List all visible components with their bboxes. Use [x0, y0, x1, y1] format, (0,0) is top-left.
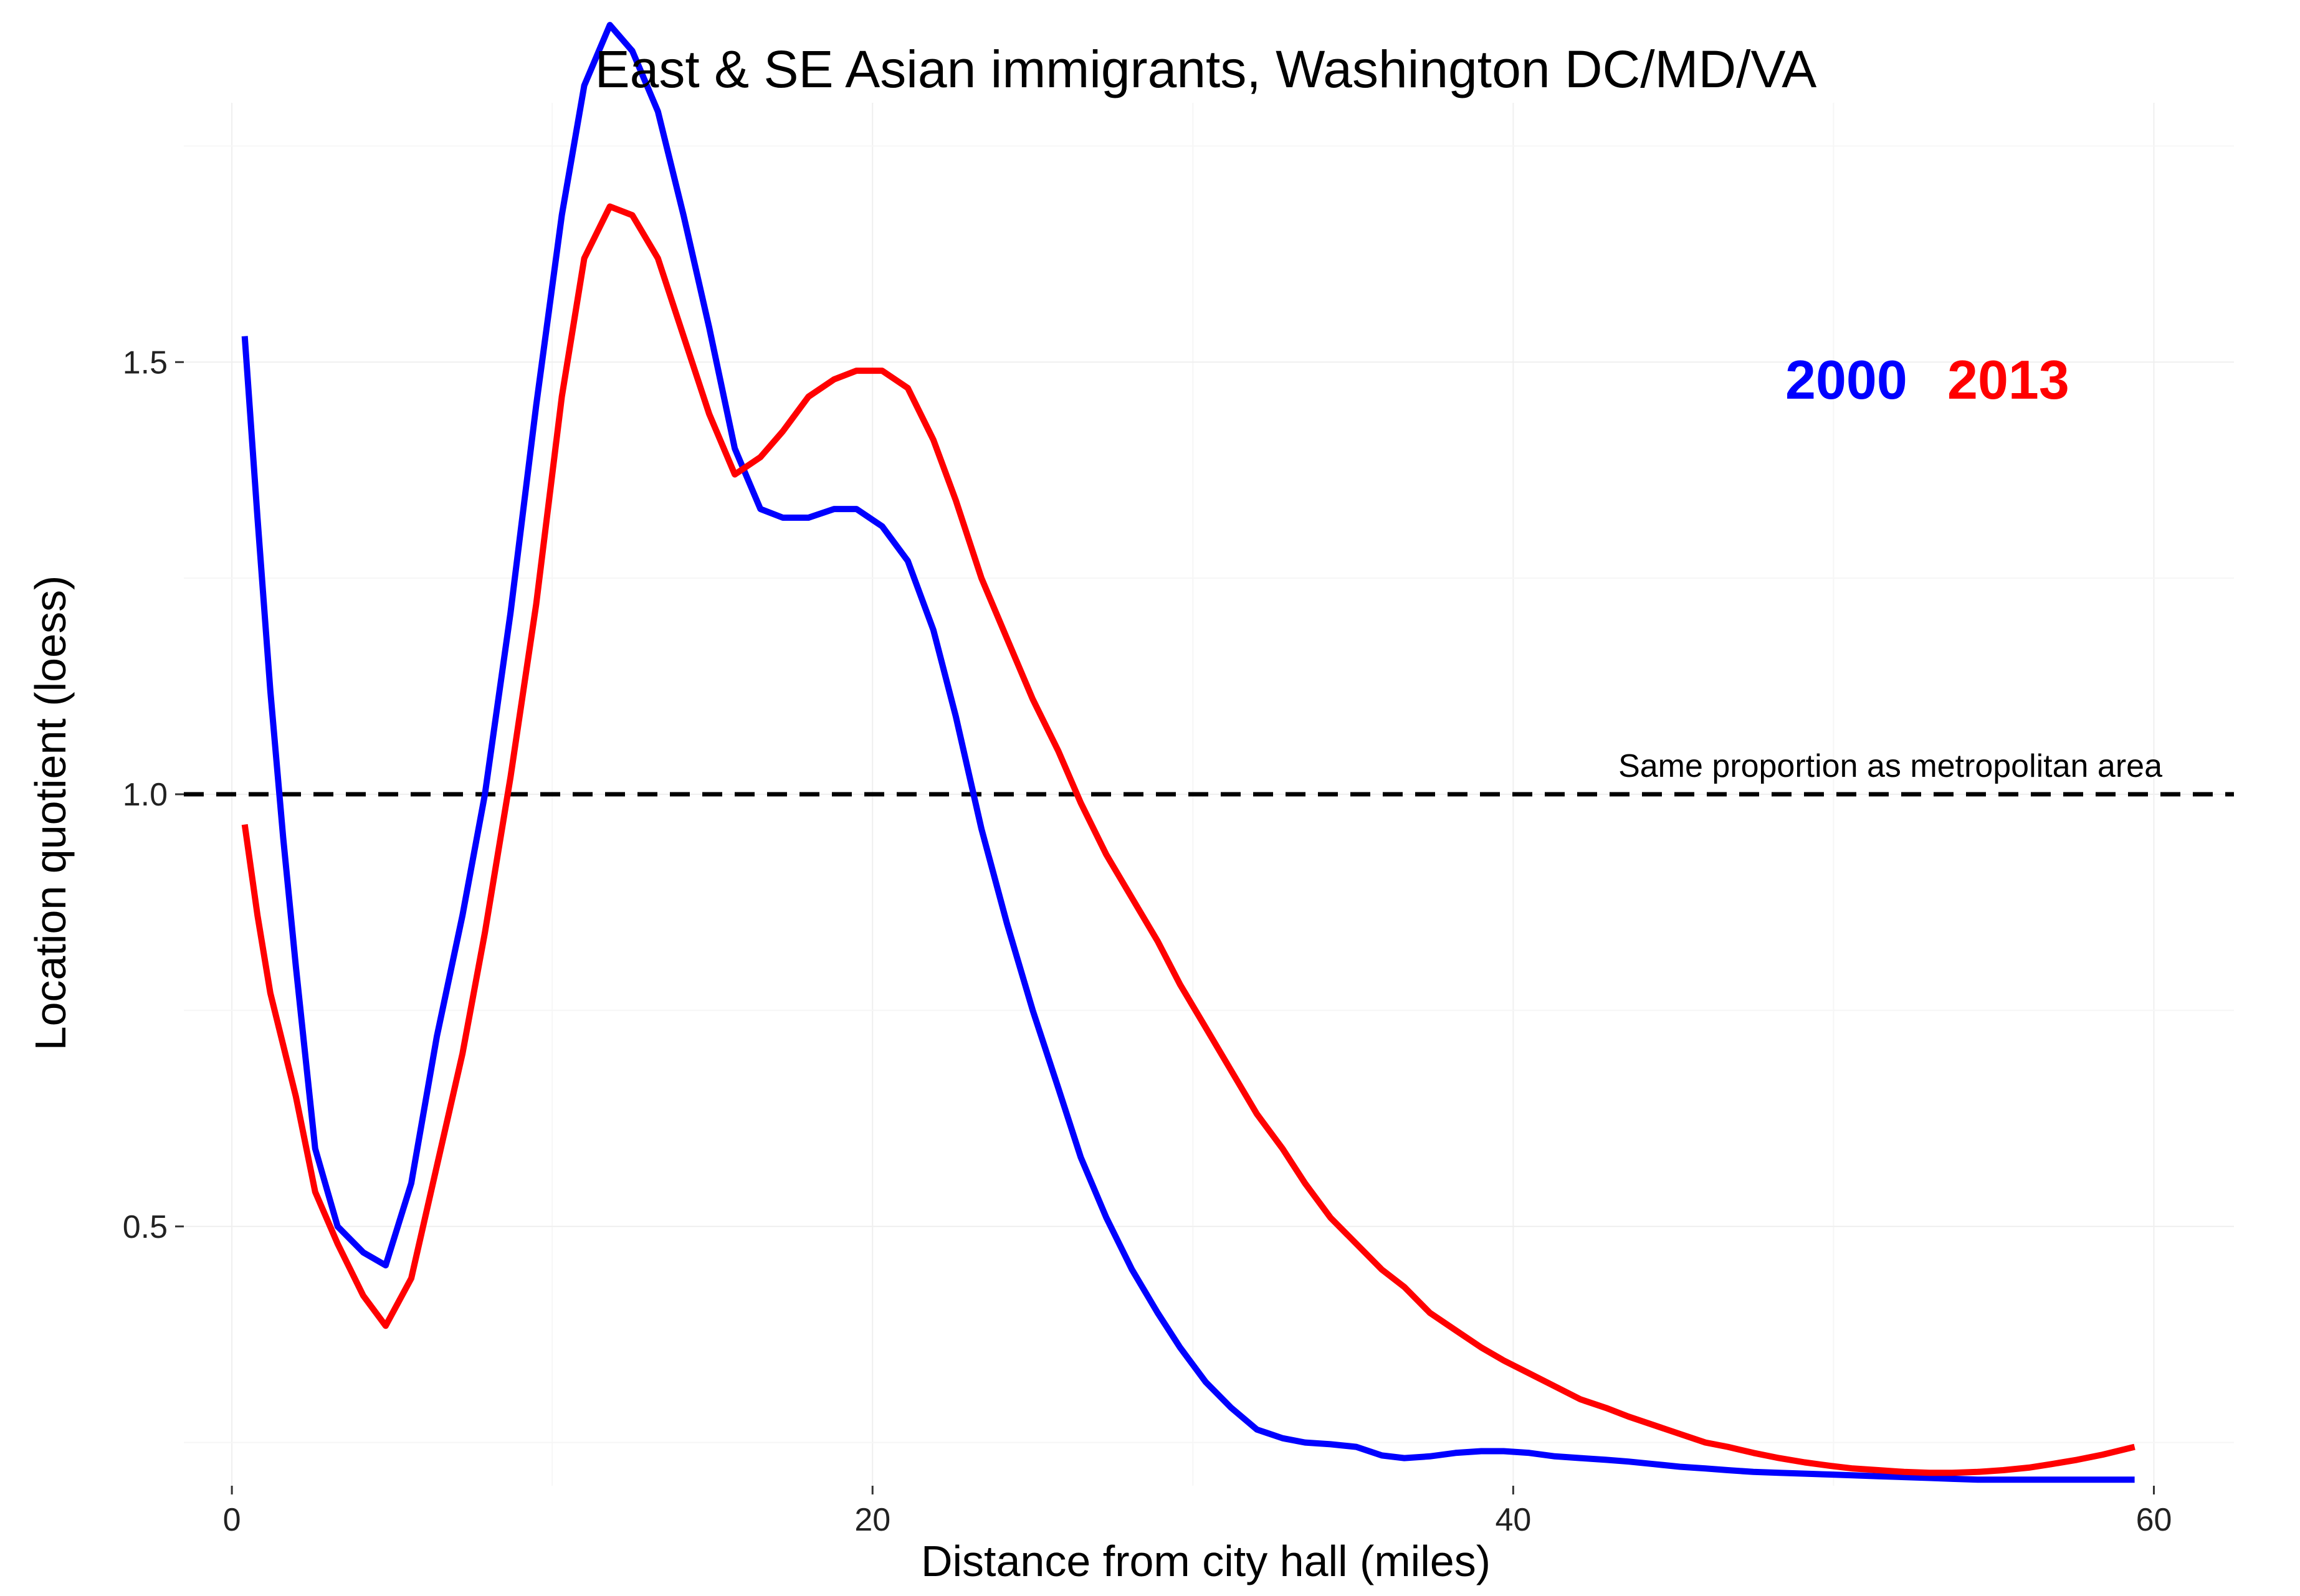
x-tick-label: 40 — [1495, 1502, 1531, 1538]
series-line-2000 — [241, 22, 2135, 1483]
x-tick-label: 0 — [223, 1502, 241, 1538]
x-tick-label: 60 — [2136, 1502, 2172, 1538]
axis-ticks: 0 20 40 60 0.5 1.0 1.5 — [123, 344, 2172, 1538]
x-tick-label: 20 — [854, 1502, 890, 1538]
y-axis-title: Location quotient (loess) — [26, 576, 75, 1051]
reference-line-label: Same proportion as metropolitan area — [1618, 748, 2162, 784]
legend-label-2013: 2013 — [1947, 349, 2069, 411]
legend: 2000 2013 — [1785, 349, 2069, 411]
x-axis-title: Distance from city hall (miles) — [921, 1537, 1491, 1585]
legend-label-2000: 2000 — [1785, 349, 1907, 411]
y-tick-label: 1.5 — [123, 344, 168, 381]
series-line-2013 — [241, 203, 2135, 1476]
y-tick-label: 1.0 — [123, 777, 168, 813]
y-tick-label: 0.5 — [123, 1209, 168, 1245]
chart-title: East & SE Asian immigrants, Washington D… — [595, 40, 1817, 98]
series-group — [241, 22, 2135, 1483]
